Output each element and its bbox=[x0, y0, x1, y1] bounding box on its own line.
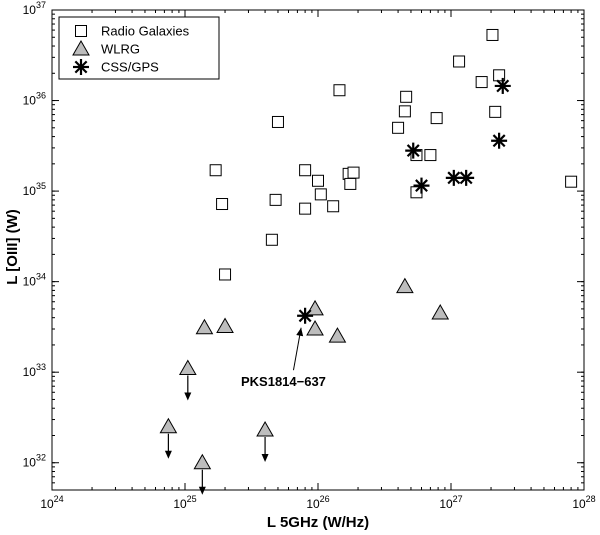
asterisk-marker bbox=[458, 169, 475, 186]
series-wlrg bbox=[159, 277, 450, 495]
triangle-marker bbox=[328, 327, 347, 343]
square-marker bbox=[327, 200, 340, 213]
series-css-gps bbox=[297, 77, 511, 324]
asterisk-marker bbox=[413, 177, 430, 194]
square-marker bbox=[486, 28, 499, 41]
arrow-head bbox=[184, 392, 192, 401]
asterisk-stroke bbox=[492, 134, 506, 148]
asterisk-stroke bbox=[415, 179, 428, 193]
y-tick-labels: 1032 1033 1034 1035 1036 1037 bbox=[23, 0, 46, 470]
x-tick-label: 1024 bbox=[40, 494, 63, 511]
square-marker bbox=[453, 55, 466, 68]
upper-limit-arrow bbox=[184, 375, 192, 401]
asterisk-marker bbox=[405, 142, 422, 159]
y-tick-label: 1032 bbox=[23, 453, 46, 470]
square-marker bbox=[299, 202, 312, 215]
annotation-label: PKS1814−637 bbox=[241, 374, 326, 389]
plot-frame bbox=[51, 9, 585, 491]
y-tick-label: 1033 bbox=[23, 362, 46, 379]
x-tick-labels: 1024 1025 1026 1027 1028 bbox=[40, 494, 595, 511]
square-marker bbox=[410, 186, 423, 199]
square-marker bbox=[344, 177, 357, 190]
asterisk-stroke bbox=[447, 171, 461, 185]
square-marker bbox=[400, 90, 413, 103]
asterisk-stroke bbox=[74, 60, 88, 74]
legend-asterisk-marker bbox=[73, 59, 89, 75]
square-marker bbox=[209, 164, 222, 177]
asterisk-stroke bbox=[459, 171, 473, 185]
triangle-marker bbox=[216, 317, 234, 333]
y-axis-label: L [OIII] (W) bbox=[4, 209, 21, 285]
arrow-head bbox=[164, 450, 172, 459]
triangle-marker bbox=[193, 453, 212, 470]
data-points bbox=[159, 28, 578, 495]
axis-ticks bbox=[51, 9, 585, 490]
triangle-marker bbox=[178, 359, 197, 375]
square-marker bbox=[565, 175, 578, 188]
asterisk-stroke bbox=[406, 144, 420, 158]
asterisk-stroke bbox=[496, 79, 510, 93]
legend-triangle-marker bbox=[72, 39, 90, 56]
square-marker bbox=[333, 84, 346, 97]
square-marker bbox=[219, 268, 232, 281]
asterisk-marker bbox=[445, 169, 462, 186]
square-marker bbox=[398, 105, 411, 118]
triangle-marker bbox=[195, 318, 214, 335]
upper-limit-arrow bbox=[261, 436, 269, 462]
square-marker bbox=[347, 166, 360, 179]
square-marker bbox=[265, 233, 278, 246]
square-marker bbox=[489, 105, 502, 118]
triangle-marker bbox=[306, 319, 324, 336]
triangle-marker bbox=[396, 277, 414, 294]
arrow-head bbox=[261, 453, 269, 462]
arrow-head bbox=[198, 486, 206, 495]
asterisk-stroke bbox=[298, 309, 312, 323]
triangle-marker bbox=[159, 417, 178, 434]
y-tick-label: 1037 bbox=[23, 0, 46, 17]
square-marker bbox=[424, 149, 437, 162]
annotation-arrow-head bbox=[296, 327, 304, 337]
legend-label: CSS/GPS bbox=[101, 60, 159, 75]
x-tick-label: 1025 bbox=[173, 494, 196, 511]
square-marker bbox=[475, 76, 488, 89]
plot-area bbox=[51, 9, 585, 491]
square-marker bbox=[314, 188, 327, 201]
square-marker bbox=[269, 193, 282, 206]
legend-label: Radio Galaxies bbox=[101, 24, 190, 39]
square-marker bbox=[312, 174, 324, 187]
upper-limit-arrow bbox=[164, 433, 172, 459]
annotations: PKS1814−637 bbox=[241, 327, 326, 389]
y-tick-label: 1035 bbox=[23, 181, 46, 198]
legend-label: WLRG bbox=[101, 42, 140, 57]
square-marker bbox=[299, 164, 312, 177]
asterisk-marker bbox=[494, 77, 511, 94]
legend: Radio Galaxies WLRG CSS/GPS bbox=[58, 16, 220, 80]
legend-box bbox=[58, 16, 220, 80]
triangle-marker bbox=[256, 420, 274, 437]
asterisk-marker bbox=[491, 132, 508, 149]
upper-limit-arrow bbox=[198, 469, 206, 495]
asterisk-marker bbox=[297, 307, 314, 324]
triangle-marker bbox=[306, 299, 324, 316]
y-tick-label: 1034 bbox=[23, 272, 46, 289]
x-tick-label: 1028 bbox=[572, 494, 595, 511]
x-tick-label: 1026 bbox=[306, 494, 329, 511]
square-marker bbox=[392, 121, 405, 134]
triangle-marker bbox=[431, 304, 450, 320]
square-marker bbox=[430, 112, 443, 125]
series-radio-galaxies bbox=[209, 28, 578, 281]
legend-square-marker bbox=[75, 25, 87, 37]
y-tick-label: 1036 bbox=[23, 91, 46, 108]
square-marker bbox=[216, 198, 229, 211]
x-tick-label: 1027 bbox=[439, 494, 462, 511]
square-marker bbox=[271, 115, 284, 128]
x-axis-label: L 5GHz (W/Hz) bbox=[267, 514, 369, 531]
